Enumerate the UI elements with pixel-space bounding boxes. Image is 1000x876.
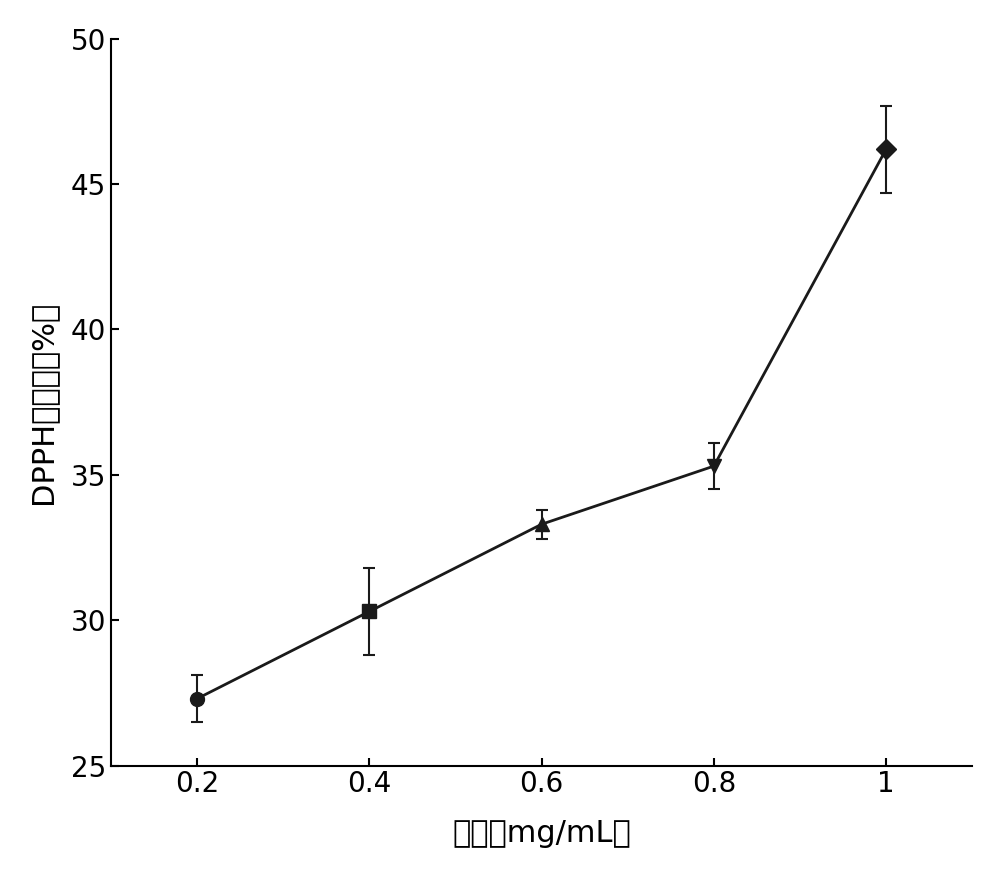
Y-axis label: DPPH清除率（%）: DPPH清除率（%） — [28, 300, 57, 504]
X-axis label: 浓度（mg/mL）: 浓度（mg/mL） — [452, 819, 631, 848]
